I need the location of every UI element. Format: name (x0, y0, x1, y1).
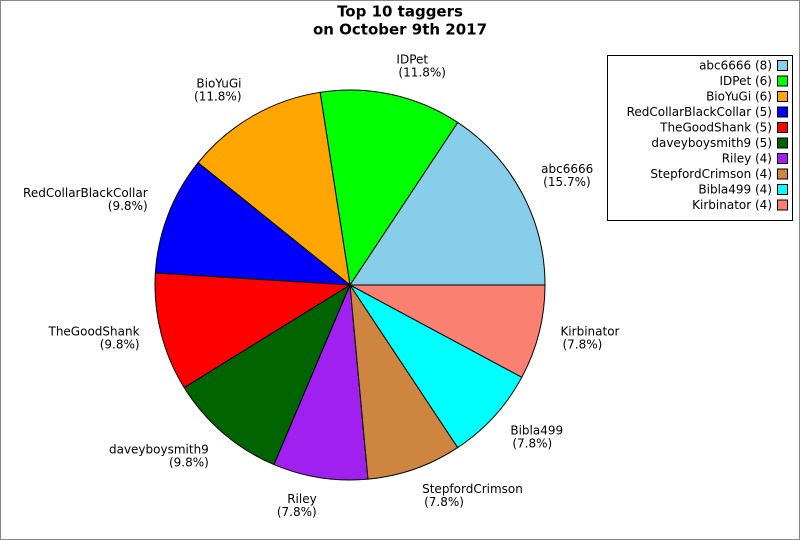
pie-slice (183, 283, 352, 466)
pie-slice (154, 162, 352, 286)
slice-label: StepfordCrimson (422, 482, 523, 496)
legend-swatch (777, 91, 788, 102)
legend-label: Riley (4) (722, 152, 772, 166)
slice-label: Kirbinator (560, 324, 619, 338)
legend-swatch (777, 75, 788, 87)
slice-percent: (9.8%) (100, 337, 140, 351)
legend-label: Bibla499 (4) (698, 183, 772, 197)
pie-slice (349, 121, 546, 286)
slice-percent: (7.8%) (277, 505, 317, 519)
slice-percent: (7.8%) (424, 495, 464, 509)
slice-percent: (15.7%) (543, 175, 590, 189)
slice-label: Bibla499 (510, 424, 563, 438)
legend-label: BioYuGi (6) (706, 90, 772, 104)
legend-label: Kirbinator (4) (692, 198, 772, 212)
slice-label: Riley (287, 492, 317, 506)
legend-swatch (777, 168, 788, 180)
slice-label: IDPet (396, 53, 428, 67)
chart-title: Top 10 taggers (337, 3, 463, 21)
legend-swatch (777, 199, 788, 211)
legend-label: IDPet (6) (720, 74, 773, 88)
slice-label: RedCollarBlackCollar (23, 186, 148, 200)
legend-swatch (777, 106, 788, 118)
pie-slice (349, 284, 459, 480)
legend-swatch (777, 153, 788, 164)
legend-swatch (777, 184, 788, 195)
legend-swatch (777, 122, 788, 133)
pie-slice (273, 284, 369, 481)
legend-swatch (777, 137, 788, 149)
legend-label: abc6666 (8) (699, 59, 772, 73)
pie-slice (349, 284, 523, 449)
legend-label: TheGoodShank (5) (659, 121, 772, 135)
pie-slice (197, 91, 351, 287)
slice-percent: (9.8%) (169, 455, 209, 469)
pie-slice (154, 272, 352, 389)
slice-percent: (11.8%) (398, 66, 445, 80)
legend-box (607, 55, 793, 221)
chart-title: on October 9th 2017 (313, 21, 487, 39)
slice-label: abc6666 (541, 162, 593, 176)
legend-label: RedCollarBlackCollar (5) (627, 105, 772, 119)
slice-percent: (11.8%) (194, 90, 241, 104)
pie-slice (319, 89, 459, 287)
legend-label: daveyboysmith9 (5) (651, 136, 772, 150)
legend-label: StepfordCrimson (4) (650, 167, 772, 181)
pie-slice (349, 284, 546, 378)
legend-swatch (777, 60, 788, 71)
slice-percent: (9.8%) (108, 199, 148, 213)
slice-label: TheGoodShank (47, 324, 139, 338)
slice-label: BioYuGi (196, 77, 241, 91)
slice-label: daveyboysmith9 (109, 442, 209, 456)
slice-percent: (7.8%) (512, 437, 552, 451)
slice-percent: (7.8%) (562, 337, 602, 351)
